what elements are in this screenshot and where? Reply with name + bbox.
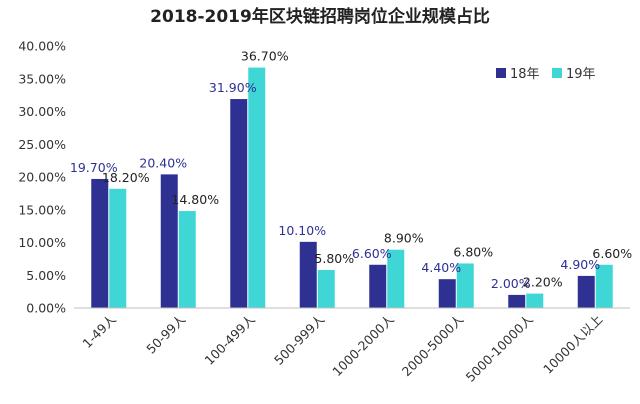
bar-18年-2000-5000人 bbox=[438, 279, 456, 308]
bar-18年-1000-2000人 bbox=[369, 264, 387, 308]
value-label: 20.40% bbox=[139, 155, 187, 170]
value-label: 4.40% bbox=[421, 260, 461, 275]
value-label: 2.00% bbox=[491, 276, 531, 291]
bar-18年-5000-10000人 bbox=[508, 294, 526, 308]
y-tick-label: 30.00% bbox=[18, 104, 66, 119]
x-category-label: 10000人以上 bbox=[540, 312, 605, 377]
y-tick-label: 25.00% bbox=[18, 137, 66, 152]
value-label: 36.70% bbox=[241, 49, 289, 64]
value-label: 18.20% bbox=[102, 170, 150, 185]
bar-18年-1-49人 bbox=[91, 178, 109, 308]
bar-19年-2000-5000人 bbox=[456, 263, 474, 308]
x-category-label: 500-999人 bbox=[271, 311, 328, 368]
bar-18年-500-999人 bbox=[299, 241, 317, 308]
y-tick-label: 20.00% bbox=[18, 170, 66, 185]
bar-19年-1-49人 bbox=[109, 188, 127, 308]
bar-19年-5000-10000人 bbox=[526, 293, 544, 308]
y-tick-label: 35.00% bbox=[18, 71, 66, 86]
bar-19年-100-499人 bbox=[248, 67, 266, 309]
value-label: 19.70% bbox=[70, 160, 118, 175]
x-category-label: 1000-2000人 bbox=[329, 311, 397, 379]
y-axis: 0.00% 5.00% 10.00% 15.00% 20.00% 25.00% 30.00%… bbox=[18, 39, 66, 316]
value-labels: 19.70% 20.40% 31.90% 10.10% 6.60% 4.40% 2.00% 4… bbox=[70, 49, 632, 291]
legend-label-19: 19年 bbox=[566, 67, 596, 82]
y-tick-label: 0.00% bbox=[26, 301, 66, 316]
value-label: 4.90% bbox=[560, 257, 600, 272]
bar-19年-500-999人 bbox=[317, 270, 335, 308]
value-label: 6.60% bbox=[592, 246, 632, 261]
value-label: 8.90% bbox=[384, 231, 424, 246]
x-category-label: 2000-5000人 bbox=[399, 311, 467, 379]
value-label: 5.80% bbox=[314, 251, 354, 266]
value-label: 2.20% bbox=[523, 275, 563, 290]
legend: 18年 19年 bbox=[496, 67, 596, 82]
value-label: 14.80% bbox=[171, 192, 219, 207]
bar-19年-50-99人 bbox=[178, 211, 196, 308]
legend-label-18: 18年 bbox=[510, 67, 540, 82]
x-category-label: 5000-10000人 bbox=[463, 311, 537, 385]
bar-18年-50-99人 bbox=[160, 174, 178, 308]
value-label: 6.60% bbox=[352, 246, 392, 261]
x-category-label: 50-99人 bbox=[143, 311, 188, 356]
legend-swatch-19 bbox=[552, 68, 562, 78]
value-label: 10.10% bbox=[278, 223, 326, 238]
y-tick-label: 40.00% bbox=[18, 39, 66, 54]
x-category-label: 100-499人 bbox=[201, 311, 258, 368]
bars bbox=[91, 67, 613, 309]
bar-19年-1000-2000人 bbox=[387, 249, 405, 308]
bar-19年-10000人以上 bbox=[595, 264, 613, 308]
bar-18年-100-499人 bbox=[230, 99, 248, 309]
x-category-label: 1-49人 bbox=[79, 311, 119, 351]
legend-swatch-18 bbox=[496, 68, 506, 78]
y-tick-label: 10.00% bbox=[18, 235, 66, 250]
y-tick-label: 15.00% bbox=[18, 202, 66, 217]
y-tick-label: 5.00% bbox=[26, 268, 66, 283]
bar-18年-10000人以上 bbox=[577, 275, 595, 308]
value-label: 31.90% bbox=[209, 80, 257, 95]
value-label: 6.80% bbox=[453, 244, 493, 259]
chart-title: 2018-2019年区块链招聘岗位企业规模占比 bbox=[150, 6, 490, 27]
x-axis: 1-49人 50-99人 100-499人 500-999人 1000-2000人 200… bbox=[74, 307, 630, 385]
